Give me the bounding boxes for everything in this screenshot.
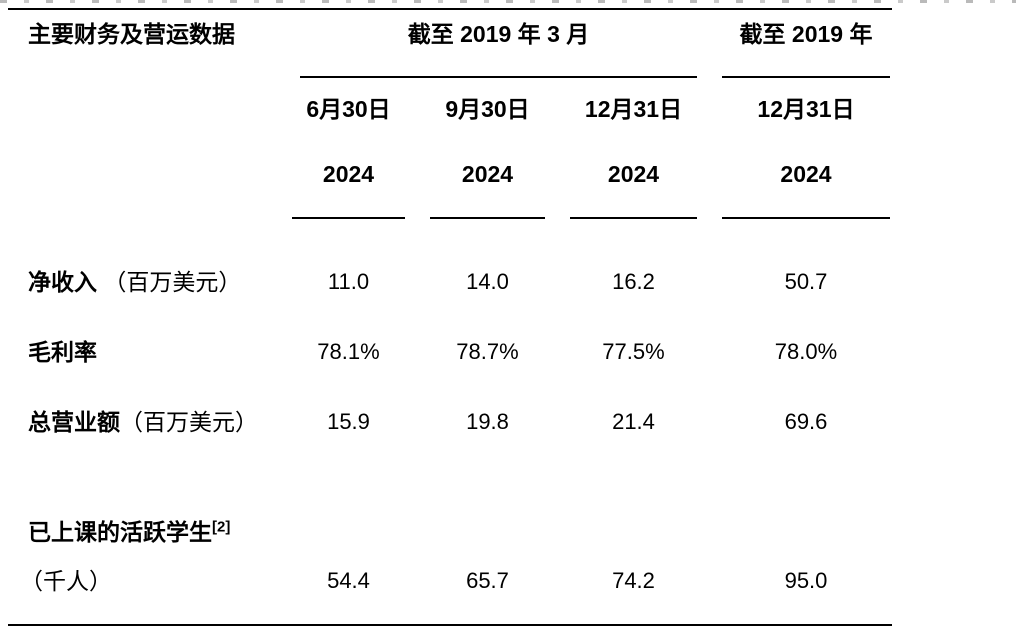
col-rule-2 <box>430 217 545 219</box>
row-value: 14.0 <box>466 269 509 294</box>
cropped-text-fragments <box>0 0 1016 3</box>
row-value: 77.5% <box>602 339 665 364</box>
row-label-main: 净收入 <box>28 269 97 295</box>
row-value: 15.9 <box>327 409 370 434</box>
row-label: 净收入 （百万美元） <box>28 267 241 297</box>
col-group-header-1: 截至 2019 年 3 月 <box>407 21 590 47</box>
col-header-date-2: 9月30日 <box>445 96 530 122</box>
row-label-unit: （百万美元） <box>120 409 258 435</box>
row-label: 已上课的活跃学生[2] <box>28 517 230 547</box>
row-value: 78.1% <box>317 339 380 364</box>
col-header-year-4: 2024 <box>780 161 832 187</box>
row-label-main: 毛利率 <box>28 339 97 365</box>
group-rule-1 <box>300 76 697 78</box>
row-value: 78.7% <box>456 339 519 364</box>
row-label: 总营业额（百万美元） <box>28 407 258 437</box>
row-value: 69.6 <box>784 409 828 434</box>
row-value: 19.8 <box>466 409 509 434</box>
col-rule-3 <box>570 217 697 219</box>
table-row-active-students-label: 已上课的活跃学生[2] <box>0 517 1016 547</box>
table-row-gross-margin: 毛利率 78.1% 78.7% 77.5% 78.0% <box>0 337 1016 367</box>
row-label-unit: （百万美元） <box>97 269 242 295</box>
row-label-main: 总营业额 <box>28 409 120 435</box>
table-title: 主要财务及营运数据 <box>28 21 235 47</box>
row-value: 11.0 <box>327 269 370 294</box>
col-header-date-4: 12月31日 <box>757 96 855 122</box>
row-value: 78.0% <box>774 339 838 364</box>
row-value: 21.4 <box>612 409 655 434</box>
header-row: 主要财务及营运数据 截至 2019 年 3 月 截至 2019 年 <box>0 19 1016 49</box>
group-rule-2 <box>722 76 890 78</box>
row-value: 16.2 <box>612 269 655 294</box>
col-rule-1 <box>292 217 405 219</box>
row-label-main: 已上课的活跃学生 <box>28 519 212 545</box>
col-header-year-2: 2024 <box>461 161 514 187</box>
row-label-unit: （千人） <box>20 568 112 594</box>
date-header-row: 6月30日 9月30日 12月31日 12月31日 <box>0 94 1016 124</box>
col-rule-4 <box>722 217 890 219</box>
table-row-gross-billings: 总营业额（百万美元） 15.9 19.8 21.4 69.6 <box>0 407 1016 437</box>
col-header-year-3: 2024 <box>607 161 660 187</box>
row-value: 74.2 <box>612 568 655 593</box>
row-value: 50.7 <box>784 269 828 294</box>
row-label: 毛利率 <box>28 337 97 367</box>
row-value: 54.4 <box>327 568 370 593</box>
table-row-active-students-values: （千人） 54.4 65.7 74.2 95.0 <box>0 566 1016 596</box>
row-value: 65.7 <box>466 568 509 593</box>
bottom-rule <box>8 624 892 626</box>
col-header-year-1: 2024 <box>322 161 375 187</box>
table-row-net-revenue: 净收入 （百万美元） 11.0 14.0 16.2 50.7 <box>0 267 1016 297</box>
year-header-row: 2024 2024 2024 2024 <box>0 159 1016 189</box>
col-header-date-1: 6月30日 <box>306 96 391 122</box>
row-value: 95.0 <box>784 568 828 593</box>
col-group-header-2: 截至 2019 年 <box>739 21 873 47</box>
top-rule <box>8 8 892 10</box>
footnote-marker: [2] <box>212 518 231 536</box>
col-header-date-3: 12月31日 <box>584 96 683 122</box>
